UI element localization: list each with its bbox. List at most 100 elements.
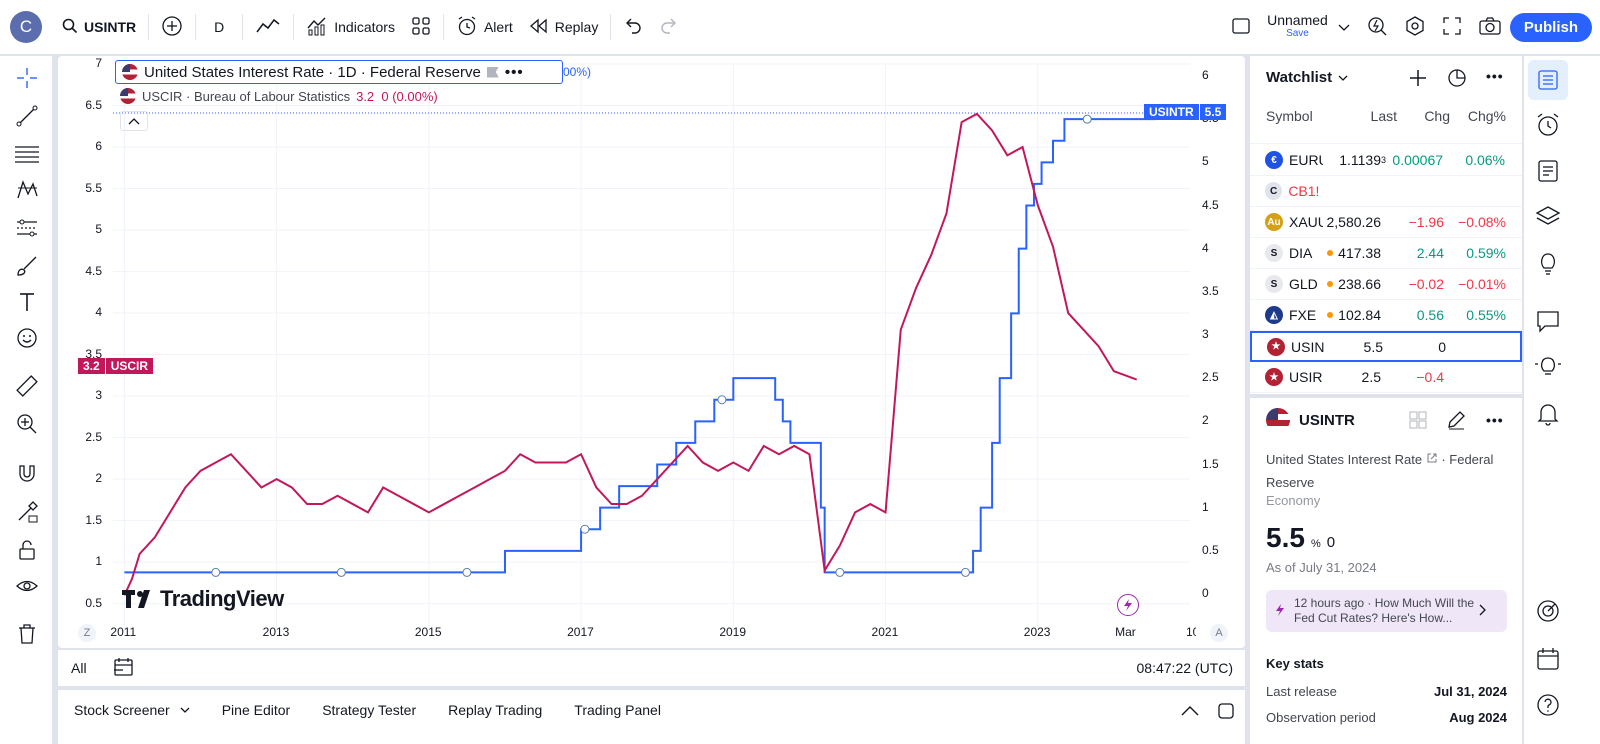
watchlist-last: 238.66 bbox=[1338, 276, 1381, 292]
left-scale-label: 3 bbox=[95, 388, 102, 403]
collapse-panel-button[interactable] bbox=[1181, 704, 1199, 719]
watchlist-change-percent: −0.08% bbox=[1458, 214, 1506, 230]
unlock-icon[interactable] bbox=[13, 536, 41, 564]
fullscreen-button[interactable] bbox=[1434, 9, 1470, 45]
watchlist-row[interactable]: C CB1! bbox=[1250, 176, 1522, 207]
chart-pane[interactable]: United States Interest Rate · 1D · Feder… bbox=[58, 56, 1245, 648]
layout-icon[interactable] bbox=[1408, 410, 1428, 433]
column-chg-percent[interactable]: Chg% bbox=[1467, 108, 1506, 124]
price-chart[interactable] bbox=[58, 56, 1245, 648]
details-more-button[interactable]: ••• bbox=[1486, 412, 1504, 428]
emoji-icon[interactable] bbox=[13, 324, 41, 352]
watchlist-row[interactable]: ★ USIR 2.5 −0.4 bbox=[1250, 362, 1522, 393]
watchlist-row[interactable]: ★ USIN 5.5 0 bbox=[1250, 331, 1522, 362]
range-all-button[interactable]: All bbox=[71, 660, 87, 676]
alert-button[interactable]: Alert bbox=[448, 9, 521, 45]
chart-type-button[interactable] bbox=[247, 9, 289, 45]
eye-icon[interactable] bbox=[13, 572, 41, 600]
layout-name-menu[interactable]: Unnamed Save bbox=[1259, 9, 1358, 45]
settings-button[interactable] bbox=[1396, 9, 1434, 45]
watchlist-symbol: DIA bbox=[1289, 245, 1313, 261]
tab-stock-screener[interactable]: Stock Screener bbox=[58, 702, 206, 718]
help-icon[interactable] bbox=[1533, 690, 1563, 720]
tab-trading-panel[interactable]: Trading Panel bbox=[574, 702, 661, 718]
details-name-text[interactable]: United States Interest Rate bbox=[1266, 452, 1423, 467]
watchlist-row[interactable]: ◭ FXE 102.84 0.56 0.55% bbox=[1250, 300, 1522, 331]
pattern-icon[interactable] bbox=[13, 176, 41, 204]
target-icon[interactable] bbox=[1533, 596, 1563, 626]
event-marker bbox=[336, 567, 346, 577]
chat-icon[interactable] bbox=[1533, 306, 1563, 336]
watchlist-title[interactable]: Watchlist bbox=[1266, 69, 1333, 86]
templates-button[interactable] bbox=[403, 9, 439, 45]
trash-icon[interactable] bbox=[13, 620, 41, 648]
indicators-button[interactable]: Indicators bbox=[298, 9, 403, 45]
collapse-legend-button[interactable] bbox=[120, 111, 148, 131]
undo-button[interactable] bbox=[615, 9, 651, 45]
compare-symbol-button[interactable] bbox=[153, 9, 191, 45]
watchlist-row[interactable]: S DIA 417.38 2.44 0.59% bbox=[1250, 238, 1522, 269]
object-tree-icon[interactable] bbox=[1533, 156, 1563, 186]
scale-auto-button[interactable]: A bbox=[1210, 624, 1228, 642]
column-symbol[interactable]: Symbol bbox=[1266, 108, 1313, 124]
alerts-clock-icon[interactable] bbox=[1533, 110, 1563, 140]
symbol-search-button[interactable]: USINTR bbox=[54, 9, 144, 45]
advanced-view-button[interactable] bbox=[1446, 66, 1468, 91]
trend-line-icon[interactable] bbox=[13, 102, 41, 130]
clock-label[interactable]: 08:47:22 (UTC) bbox=[1136, 660, 1233, 676]
redo-button[interactable] bbox=[651, 9, 687, 45]
magnet-icon[interactable] bbox=[13, 460, 41, 488]
ideas-lightbulb-icon[interactable] bbox=[1533, 248, 1563, 278]
column-last[interactable]: Last bbox=[1370, 108, 1397, 124]
scale-z-button[interactable]: Z bbox=[78, 624, 96, 642]
calendar-arrow-icon bbox=[114, 658, 133, 676]
tips-lightbulb-icon[interactable] bbox=[1533, 352, 1563, 382]
news-card[interactable]: 12 hours ago · How Much Will the Fed Cut… bbox=[1266, 590, 1507, 632]
lock-drawing-icon[interactable] bbox=[13, 498, 41, 526]
tab-replay-trading[interactable]: Replay Trading bbox=[448, 702, 543, 718]
external-link-icon[interactable] bbox=[1426, 452, 1438, 467]
horizontal-lines-icon[interactable] bbox=[13, 140, 41, 168]
publish-button[interactable]: Publish bbox=[1509, 12, 1592, 42]
tab-pine-editor[interactable]: Pine Editor bbox=[221, 702, 291, 718]
flag-marker-icon[interactable] bbox=[486, 66, 499, 78]
details-symbol[interactable]: USINTR bbox=[1299, 412, 1355, 429]
edit-icon[interactable] bbox=[1446, 410, 1466, 433]
watermark-text: TradingView bbox=[160, 586, 284, 611]
layout-toggle-button[interactable] bbox=[1223, 9, 1259, 45]
crosshair-icon[interactable] bbox=[13, 64, 41, 92]
replay-button[interactable]: Replay bbox=[521, 9, 607, 45]
more-icon[interactable]: ••• bbox=[504, 63, 524, 81]
lightning-button[interactable] bbox=[1117, 594, 1139, 616]
details-category[interactable]: Economy bbox=[1266, 493, 1321, 508]
ruler-icon[interactable] bbox=[13, 372, 41, 400]
date-range-button[interactable] bbox=[113, 656, 135, 681]
notifications-bell-icon[interactable] bbox=[1533, 398, 1563, 428]
chevron-right-icon bbox=[1479, 604, 1487, 619]
watchlist-icon[interactable] bbox=[1528, 60, 1568, 100]
time-scale-label: 2023 bbox=[1023, 625, 1051, 639]
right-scale-label: 0.5 bbox=[1202, 542, 1219, 557]
watchlist-row[interactable]: S GLD 238.66 −0.02 −0.01% bbox=[1250, 269, 1522, 300]
user-avatar[interactable]: C bbox=[10, 11, 42, 43]
watchlist-row[interactable]: Au XAUU 2,580.26 −1.96 −0.08% bbox=[1250, 207, 1522, 238]
maximize-panel-button[interactable] bbox=[1217, 702, 1235, 723]
text-icon[interactable] bbox=[13, 288, 41, 316]
snapshot-button[interactable] bbox=[1470, 9, 1510, 45]
legend-compare[interactable]: USCIR · Bureau of Labour Statistics 3.2 … bbox=[120, 88, 438, 104]
details-name-line2: Reserve bbox=[1266, 475, 1315, 490]
layers-icon[interactable] bbox=[1533, 202, 1563, 232]
chevron-down-icon bbox=[1338, 75, 1348, 81]
watchlist-more-button[interactable]: ••• bbox=[1486, 68, 1504, 84]
interval-button[interactable]: D bbox=[200, 9, 238, 45]
add-symbol-button[interactable] bbox=[1408, 68, 1428, 91]
quick-search-button[interactable] bbox=[1358, 9, 1396, 45]
zoom-in-icon[interactable] bbox=[13, 410, 41, 438]
forecast-tools-icon[interactable] bbox=[13, 214, 41, 242]
brush-icon[interactable] bbox=[13, 252, 41, 280]
column-chg[interactable]: Chg bbox=[1424, 108, 1450, 124]
legend-main[interactable]: United States Interest Rate · 1D · Feder… bbox=[115, 60, 563, 84]
tab-strategy-tester[interactable]: Strategy Tester bbox=[322, 702, 417, 718]
calendar-icon[interactable] bbox=[1533, 644, 1563, 674]
